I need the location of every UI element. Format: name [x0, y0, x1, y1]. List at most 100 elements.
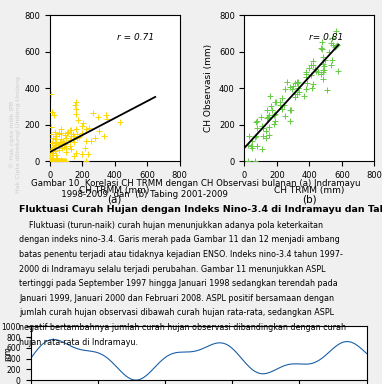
Point: [320, 67, 327, 73]
Point: [284, 79, 290, 85]
Point: [328, 40, 334, 46]
Text: Januari 1999, Januari 2000 dan Februari 2008. ASPL positif bersamaan dengan: Januari 1999, Januari 2000 dan Februari …: [19, 294, 334, 303]
Text: batas penentu terjadi atau tidaknya kejadian ENSO. Indeks nino-3.4 tahun 1997-: batas penentu terjadi atau tidaknya keja…: [19, 250, 343, 259]
Point: [67, 127, 73, 133]
Point: [50, 145, 56, 151]
Point: [58, 136, 64, 142]
Point: [88, 138, 94, 144]
Point: [304, 80, 310, 86]
Point: [48, 158, 54, 164]
Text: tertinggi pada September 1997 hingga Januari 1998 sedangkan terendah pada: tertinggi pada September 1997 hingga Jan…: [19, 279, 338, 288]
Point: [53, 155, 59, 161]
Point: [282, 86, 288, 92]
Point: [47, 158, 53, 164]
Point: [288, 107, 294, 113]
Point: [259, 123, 265, 129]
Text: mm: mm: [4, 346, 13, 361]
Text: (a): (a): [107, 194, 122, 204]
Point: [49, 147, 55, 153]
Point: [54, 155, 60, 161]
Point: [63, 149, 69, 156]
Point: [266, 124, 272, 130]
Point: [59, 140, 65, 146]
Point: [58, 158, 65, 164]
Point: [249, 145, 255, 151]
Point: [49, 135, 55, 141]
Point: [52, 136, 58, 142]
Point: [48, 124, 54, 130]
Point: [96, 128, 102, 134]
Point: [291, 80, 298, 86]
Point: [68, 133, 74, 139]
Point: [55, 141, 61, 147]
Point: [62, 158, 68, 164]
Point: [245, 142, 251, 149]
Point: [49, 150, 55, 156]
Point: [50, 148, 56, 154]
Point: [320, 61, 326, 67]
Point: [74, 135, 80, 141]
Point: [303, 86, 309, 92]
Point: [310, 81, 316, 87]
Point: [265, 114, 271, 120]
Point: [328, 62, 334, 68]
Point: [271, 121, 277, 127]
Point: [254, 118, 260, 124]
Point: [58, 157, 65, 163]
Point: [249, 143, 255, 149]
Point: [70, 131, 76, 137]
Point: [71, 136, 77, 142]
Point: [332, 44, 338, 50]
Point: [252, 134, 258, 140]
Point: [277, 99, 283, 105]
Point: [59, 146, 65, 152]
Point: [104, 116, 110, 122]
Point: [333, 28, 339, 34]
Point: [50, 113, 57, 119]
Point: [295, 85, 301, 91]
Point: [55, 158, 61, 164]
Point: [70, 136, 76, 142]
Point: [273, 99, 279, 105]
Point: [263, 127, 269, 134]
Text: negatif bertambahnya jumlah curah hujan observasi dibandingkan dengan curah: negatif bertambahnya jumlah curah hujan …: [19, 323, 346, 332]
Point: [52, 139, 58, 146]
Point: [64, 130, 70, 136]
Point: [47, 154, 53, 161]
Point: [320, 76, 326, 82]
Point: [254, 142, 261, 149]
Point: [74, 131, 80, 137]
Point: [54, 158, 60, 164]
Point: [248, 143, 254, 149]
Point: [259, 132, 265, 139]
Point: [58, 130, 64, 136]
X-axis label: CH TRMM (mm): CH TRMM (mm): [274, 185, 345, 195]
Point: [333, 42, 340, 48]
Point: [62, 141, 68, 147]
Point: [50, 157, 56, 163]
Point: [65, 129, 71, 135]
Point: [68, 127, 74, 133]
Point: [48, 91, 54, 98]
Point: [117, 119, 123, 125]
Point: [48, 158, 54, 164]
Point: [47, 149, 53, 156]
Point: [267, 93, 273, 99]
Point: [282, 113, 288, 119]
Point: [52, 148, 58, 154]
Point: [263, 134, 269, 141]
Point: [53, 158, 59, 164]
Point: [60, 158, 66, 164]
Text: (b): (b): [302, 194, 317, 204]
Point: [56, 147, 62, 153]
Point: [49, 158, 55, 164]
Point: [264, 106, 270, 113]
Text: Gambar 10  Korelasi CH TRMM dengan CH Observasi bulanan (a) Indramayu: Gambar 10 Korelasi CH TRMM dengan CH Obs…: [31, 179, 360, 187]
Point: [47, 158, 53, 164]
Point: [83, 138, 89, 144]
Point: [290, 83, 296, 89]
Point: [48, 124, 54, 130]
Point: [95, 114, 101, 120]
Point: [76, 134, 82, 141]
Point: [312, 68, 319, 74]
